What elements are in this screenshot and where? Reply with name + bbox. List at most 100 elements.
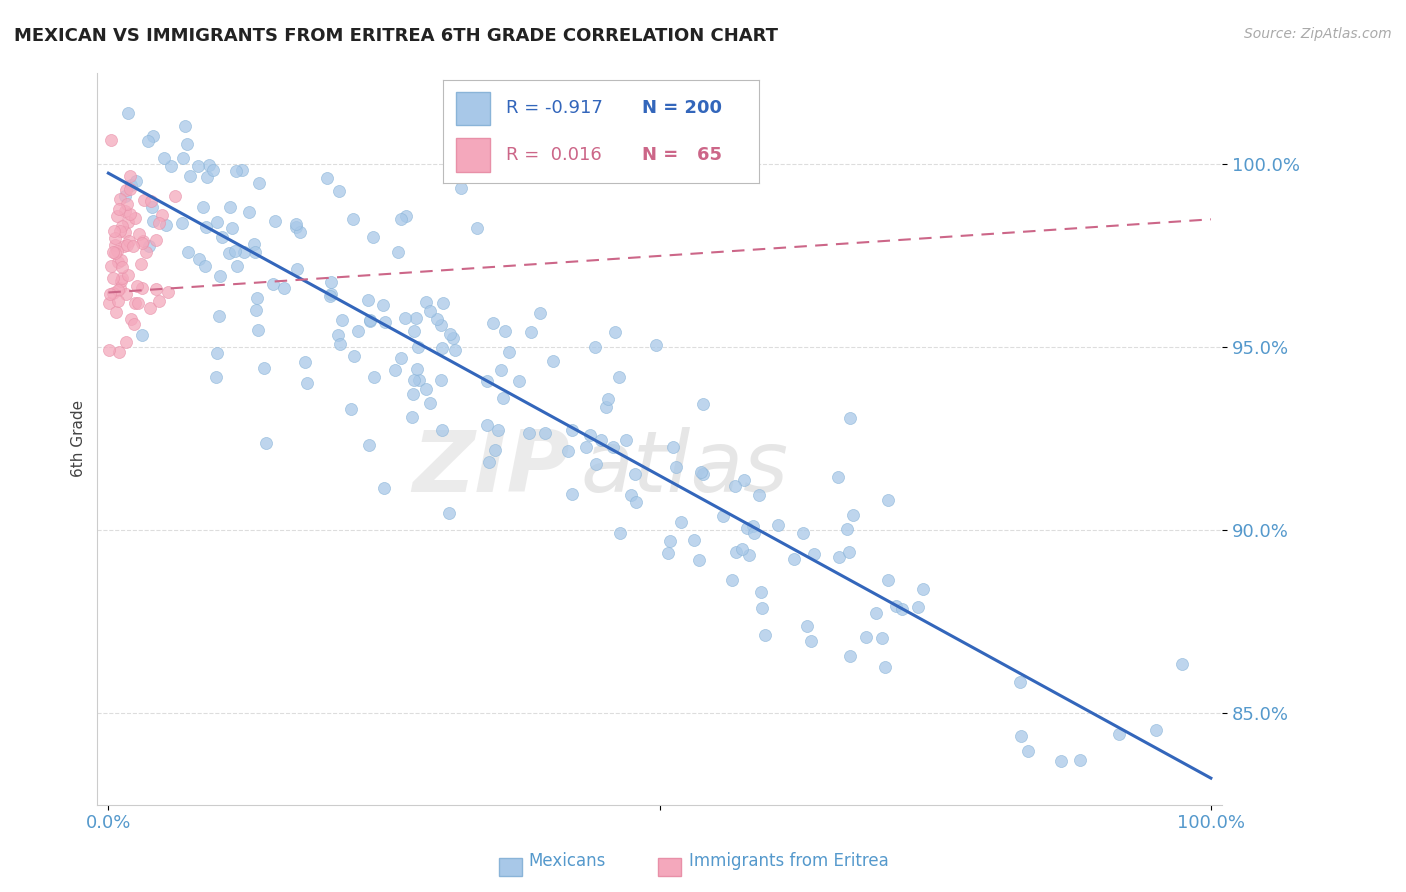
Point (1050, 754, 1073, 768)
Point (342, 211, 364, 226)
Point (245, 244, 267, 259)
Point (1144, 723, 1167, 737)
Point (326, 327, 349, 342)
Point (118, 234, 141, 248)
Point (128, 227, 150, 242)
Point (520, 325, 543, 339)
Point (150, 208, 173, 222)
Point (692, 467, 714, 481)
Point (262, 277, 284, 291)
Point (384, 362, 406, 376)
Point (406, 340, 429, 354)
Point (560, 487, 582, 501)
Point (575, 440, 598, 454)
Text: Source: ZipAtlas.com: Source: ZipAtlas.com (1244, 27, 1392, 41)
Point (491, 392, 513, 406)
Point (115, 287, 138, 301)
Point (117, 238, 139, 252)
Point (100, 259, 122, 273)
Point (402, 373, 425, 387)
Point (148, 216, 170, 230)
Point (657, 546, 679, 560)
Point (589, 434, 612, 448)
Point (104, 305, 127, 319)
Point (644, 338, 666, 352)
Point (661, 440, 683, 454)
Point (285, 262, 308, 277)
Point (1008, 675, 1031, 690)
Point (374, 315, 396, 329)
Point (233, 245, 256, 260)
Point (231, 163, 253, 178)
Point (115, 182, 138, 196)
Point (720, 573, 742, 587)
Text: N = 200: N = 200 (643, 100, 723, 118)
Point (430, 342, 453, 356)
Point (837, 522, 859, 536)
Point (682, 533, 704, 547)
Point (104, 245, 127, 260)
FancyBboxPatch shape (456, 137, 491, 171)
Point (481, 316, 503, 330)
Point (187, 159, 209, 173)
Point (766, 518, 789, 533)
Point (346, 324, 368, 338)
Point (404, 324, 426, 338)
Point (319, 289, 342, 303)
Point (205, 215, 228, 229)
Point (711, 508, 734, 523)
Point (127, 296, 149, 310)
Point (415, 295, 437, 310)
Point (107, 283, 129, 297)
Point (486, 423, 509, 437)
Text: R =  0.016: R = 0.016 (506, 145, 602, 163)
Point (108, 202, 131, 216)
Point (475, 374, 498, 388)
Point (108, 224, 131, 238)
Point (692, 397, 714, 411)
Point (117, 106, 139, 120)
Point (534, 426, 557, 441)
Point (688, 552, 710, 566)
Point (105, 244, 128, 258)
Point (465, 220, 488, 235)
Point (907, 600, 929, 615)
Point (561, 423, 583, 437)
Point (401, 410, 423, 425)
Point (129, 257, 152, 271)
Point (208, 310, 231, 324)
Point (330, 313, 353, 327)
Point (139, 301, 162, 315)
Point (195, 169, 218, 184)
Point (145, 234, 167, 248)
Point (142, 214, 165, 228)
Point (155, 218, 177, 232)
Point (541, 354, 564, 368)
Point (624, 495, 647, 509)
Point (754, 628, 776, 642)
Point (877, 573, 900, 587)
Point (98, 286, 121, 301)
Point (107, 293, 129, 308)
Point (415, 382, 437, 396)
Point (517, 425, 540, 440)
Point (254, 435, 277, 450)
Point (827, 549, 849, 564)
Point (118, 169, 141, 183)
Point (294, 355, 316, 369)
Point (104, 238, 127, 252)
Point (117, 268, 139, 282)
Point (224, 244, 246, 259)
Text: atlas: atlas (581, 426, 789, 509)
Point (98, 296, 121, 310)
Point (749, 584, 772, 599)
Point (218, 246, 240, 260)
Point (115, 335, 138, 350)
Point (264, 214, 287, 228)
Point (211, 230, 233, 244)
Point (142, 129, 165, 144)
Point (295, 376, 318, 391)
Point (111, 260, 134, 275)
Point (583, 340, 606, 354)
Point (498, 345, 520, 359)
